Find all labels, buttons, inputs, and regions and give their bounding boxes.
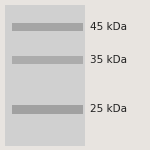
FancyBboxPatch shape: [12, 56, 82, 64]
Text: 45 kDa: 45 kDa: [90, 22, 127, 32]
Text: 35 kDa: 35 kDa: [90, 55, 127, 65]
FancyBboxPatch shape: [4, 4, 85, 146]
FancyBboxPatch shape: [12, 23, 82, 31]
FancyBboxPatch shape: [12, 105, 82, 114]
Text: 25 kDa: 25 kDa: [90, 105, 127, 114]
